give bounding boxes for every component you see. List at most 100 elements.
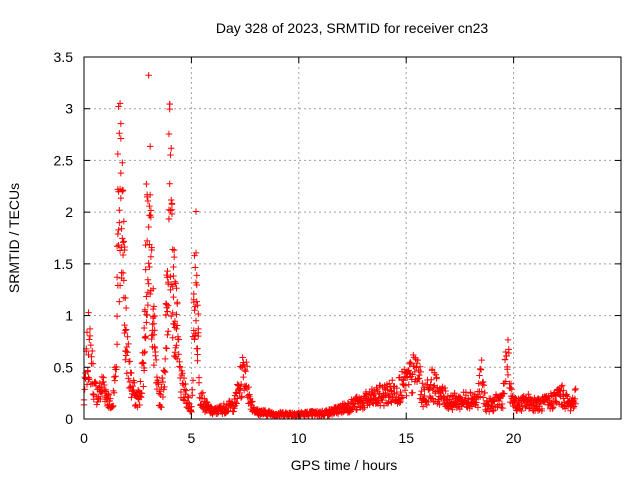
data-point xyxy=(189,377,197,384)
data-point xyxy=(120,238,128,245)
data-point xyxy=(161,368,169,376)
data-point xyxy=(423,401,431,409)
data-point xyxy=(146,191,154,199)
data-point xyxy=(175,336,182,343)
grid-lines xyxy=(84,57,621,419)
data-point xyxy=(173,284,180,292)
data-point xyxy=(558,383,565,391)
y-tick-label: 3.5 xyxy=(54,49,74,65)
data-point xyxy=(146,202,153,210)
data-point xyxy=(113,363,120,371)
data-point xyxy=(175,351,182,358)
data-point xyxy=(96,380,103,387)
data-point xyxy=(140,383,147,390)
data-point xyxy=(138,390,146,397)
data-point xyxy=(122,348,130,355)
data-point xyxy=(148,244,155,251)
data-point xyxy=(149,305,157,313)
data-point xyxy=(476,365,484,373)
data-point xyxy=(352,406,360,414)
data-point xyxy=(89,390,97,398)
data-point xyxy=(199,389,206,396)
data-point xyxy=(191,336,198,343)
data-point xyxy=(499,404,506,412)
data-point xyxy=(141,348,149,356)
data-point xyxy=(149,285,157,292)
data-point xyxy=(444,392,452,400)
data-point xyxy=(177,388,185,396)
data-point xyxy=(193,281,200,289)
data-point xyxy=(238,393,246,400)
data-point xyxy=(518,407,525,415)
data-point xyxy=(504,371,512,379)
data-point xyxy=(433,375,440,382)
data-point xyxy=(151,327,158,334)
data-point xyxy=(360,400,367,407)
data-point xyxy=(173,311,180,318)
data-point xyxy=(442,387,449,395)
data-point xyxy=(142,241,149,249)
data-point xyxy=(177,363,184,371)
data-point xyxy=(477,366,485,373)
data-point xyxy=(137,393,144,400)
data-point xyxy=(168,196,175,204)
data-point xyxy=(182,380,189,388)
data-point xyxy=(410,354,418,361)
data-point xyxy=(240,387,248,394)
data-point xyxy=(249,398,256,405)
data-point xyxy=(140,364,148,372)
data-point xyxy=(232,398,240,406)
data-point xyxy=(97,395,104,403)
data-point xyxy=(141,308,149,315)
data-point xyxy=(490,407,497,414)
data-point xyxy=(116,247,124,254)
data-point xyxy=(150,303,158,310)
data-point xyxy=(228,399,236,407)
data-point xyxy=(165,302,172,310)
data-point xyxy=(558,382,566,389)
data-point xyxy=(128,369,135,377)
data-point xyxy=(124,333,131,340)
data-point xyxy=(393,384,400,392)
y-tick-label: 0 xyxy=(65,411,73,427)
data-point xyxy=(85,309,92,316)
data-point xyxy=(411,368,418,376)
data-point xyxy=(119,187,127,194)
data-point xyxy=(504,366,511,373)
data-point xyxy=(502,378,509,385)
data-point xyxy=(147,207,155,214)
data-point xyxy=(171,348,179,356)
data-point xyxy=(532,399,540,406)
data-point xyxy=(407,359,414,366)
data-point xyxy=(125,340,132,348)
data-point xyxy=(159,378,167,386)
data-point xyxy=(237,385,244,392)
data-point xyxy=(192,264,199,271)
data-point xyxy=(505,346,512,353)
data-point xyxy=(189,391,196,399)
data-point xyxy=(139,359,146,366)
data-point xyxy=(167,151,174,159)
data-point xyxy=(191,307,198,314)
data-point xyxy=(164,267,171,275)
data-point xyxy=(168,145,175,152)
data-point xyxy=(374,398,381,406)
data-point xyxy=(501,390,508,397)
data-point xyxy=(84,368,91,375)
data-point xyxy=(419,380,426,387)
data-point xyxy=(119,235,126,242)
data-point xyxy=(502,348,509,356)
data-point xyxy=(191,252,198,259)
data-point xyxy=(441,384,449,392)
data-point xyxy=(193,298,200,305)
data-point xyxy=(147,213,155,221)
data-point xyxy=(449,406,456,413)
data-point xyxy=(122,327,129,334)
data-point xyxy=(140,324,148,332)
data-point xyxy=(239,354,246,361)
data-point xyxy=(126,358,134,365)
data-point xyxy=(184,399,191,406)
data-point xyxy=(194,351,201,358)
data-point xyxy=(114,150,122,158)
data-point xyxy=(195,310,202,318)
